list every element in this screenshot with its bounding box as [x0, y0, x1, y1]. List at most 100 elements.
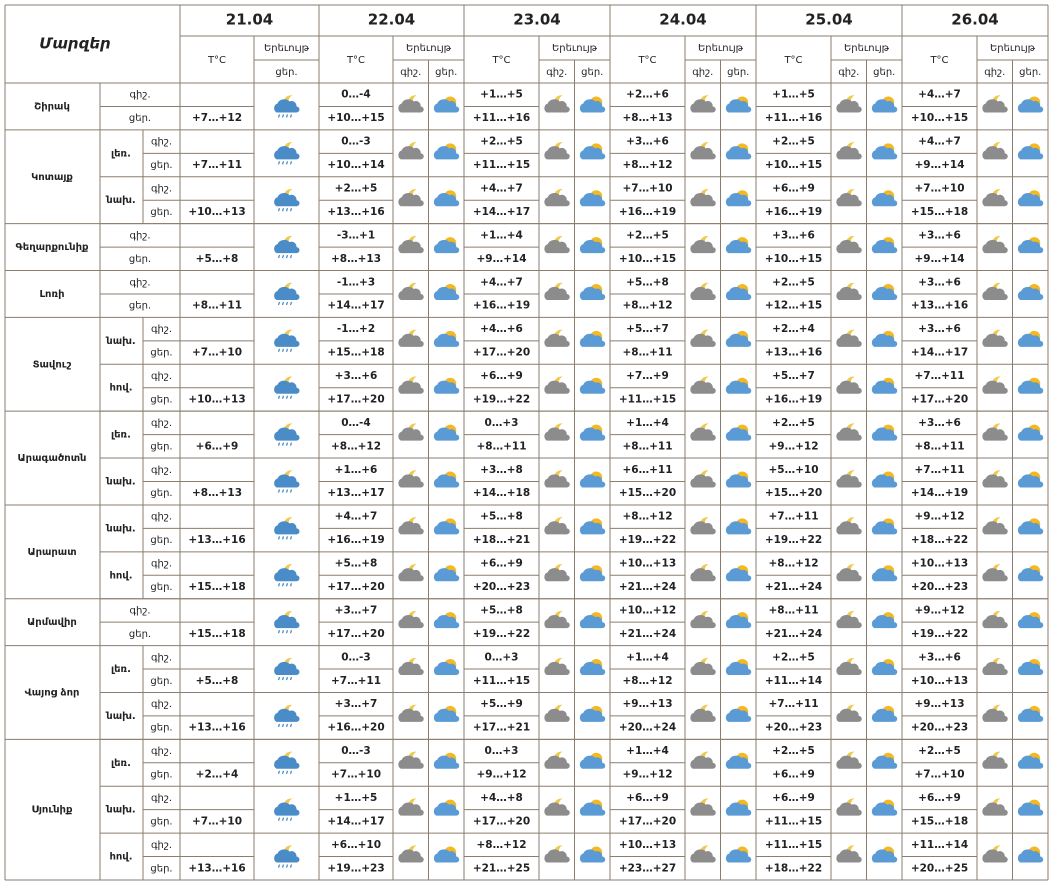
- cloud: [836, 661, 862, 676]
- weather-icon: [725, 565, 752, 582]
- cloud: [544, 380, 570, 394]
- weather-icon: [579, 752, 606, 769]
- cloud: [579, 521, 606, 535]
- cloud: [1017, 380, 1044, 394]
- weather-icon: [871, 752, 898, 769]
- night-label: գիշ.: [151, 465, 172, 476]
- day-temp: +8…+13: [192, 487, 242, 499]
- night-temp: +5…+8: [480, 604, 523, 616]
- rain-drop: [285, 583, 289, 587]
- day-temp: +8…+11: [192, 300, 242, 312]
- weather-icon: [579, 471, 606, 488]
- night-temp: +10…+12: [619, 604, 676, 616]
- weather-icon: [398, 610, 424, 629]
- night-temp: 0…-3: [341, 745, 370, 757]
- rain-drop: [277, 395, 281, 399]
- night-temp: +1…+4: [626, 417, 669, 429]
- weather-icon: [982, 235, 1008, 254]
- cloud: [544, 849, 570, 863]
- day-temp: +17…+20: [473, 347, 530, 359]
- weather-icon: [982, 95, 1008, 113]
- zone-name: նախ.: [105, 711, 135, 722]
- rain-drop: [281, 536, 285, 540]
- cloud: [579, 333, 606, 347]
- day-temp: +14…+19: [911, 487, 968, 499]
- cloud: [1017, 427, 1044, 441]
- weather-icon: [398, 423, 424, 441]
- weather-icon: [544, 376, 570, 394]
- night-header: գիշ.: [400, 67, 421, 78]
- cloud: [1017, 99, 1044, 113]
- cloud: [871, 146, 898, 160]
- table-title: Մարզեր: [39, 35, 111, 53]
- weather-icon: [274, 845, 300, 868]
- cloud: [274, 193, 300, 207]
- day-temp: +8…+13: [331, 253, 381, 265]
- weather-icon: [836, 282, 862, 300]
- temp-header: T°C: [491, 55, 510, 66]
- weather-icon: [274, 235, 300, 259]
- rain-drop: [285, 770, 289, 774]
- weather-icon: [544, 517, 570, 535]
- night-temp: +3…+6: [918, 323, 961, 335]
- weather-icon: [544, 657, 570, 676]
- cloud: [398, 474, 424, 488]
- day-temp: +9…+12: [622, 769, 672, 781]
- day-temp: +13…+16: [765, 347, 822, 359]
- night-temp: -1…+2: [337, 323, 375, 335]
- night-temp: +2…+5: [918, 745, 961, 757]
- weather-icon: [1017, 799, 1044, 816]
- rain-drop: [281, 676, 285, 681]
- weather-icon: [398, 751, 424, 769]
- night-temp: 0…+3: [485, 651, 519, 663]
- rain-drop: [277, 770, 281, 774]
- cloud: [982, 615, 1008, 629]
- weather-icon: [982, 704, 1008, 722]
- cloud: [544, 615, 570, 629]
- day-temp: +10…+15: [765, 253, 822, 265]
- rain-drop: [281, 817, 285, 821]
- weather-icon: [836, 564, 862, 582]
- weather-icon: [836, 423, 862, 441]
- night-temp: +6…+10: [331, 839, 381, 851]
- cloud: [690, 708, 716, 722]
- zone-name: լեռ.: [111, 664, 131, 675]
- rain-drop: [285, 489, 289, 493]
- night-temp: +1…+4: [480, 229, 523, 241]
- day-temp: +21…+25: [473, 862, 530, 874]
- weather-icon: [725, 612, 752, 629]
- day-temp: +16…+19: [619, 206, 676, 218]
- day-temp: +8…+11: [476, 440, 526, 452]
- night-temp: +5…+7: [626, 323, 669, 335]
- weather-icon: [398, 376, 424, 394]
- cloud: [982, 146, 1008, 160]
- rain-drop: [289, 254, 293, 259]
- day-header: ցեր.: [873, 67, 895, 78]
- cloud: [1017, 849, 1044, 863]
- weather-icon: [982, 423, 1008, 441]
- rain-drop: [285, 208, 289, 212]
- night-temp: +2…+5: [626, 229, 669, 241]
- night-temp: +2…+4: [772, 323, 815, 335]
- cloud: [433, 802, 460, 816]
- weather-icon: [1017, 518, 1044, 535]
- weather-icon: [579, 612, 606, 629]
- day-temp: +7…+10: [914, 769, 964, 781]
- day-label: ցեր.: [150, 770, 172, 781]
- weather-icon: [579, 659, 606, 676]
- cloud: [544, 802, 570, 816]
- day-temp: +7…+10: [192, 347, 242, 359]
- day-temp: +19…+23: [327, 862, 384, 874]
- weather-icon: [982, 282, 1008, 300]
- day-temp: +5…+8: [196, 675, 239, 687]
- day-temp: +2…+4: [196, 769, 239, 781]
- weather-icon: [544, 704, 570, 722]
- night-temp: -3…+1: [337, 229, 375, 241]
- weather-icon: [690, 470, 716, 488]
- weather-icon: [982, 142, 1008, 160]
- weather-icon: [690, 376, 716, 394]
- night-temp: +4…+7: [335, 511, 378, 523]
- weather-icon: [274, 95, 300, 118]
- cloud: [398, 568, 424, 582]
